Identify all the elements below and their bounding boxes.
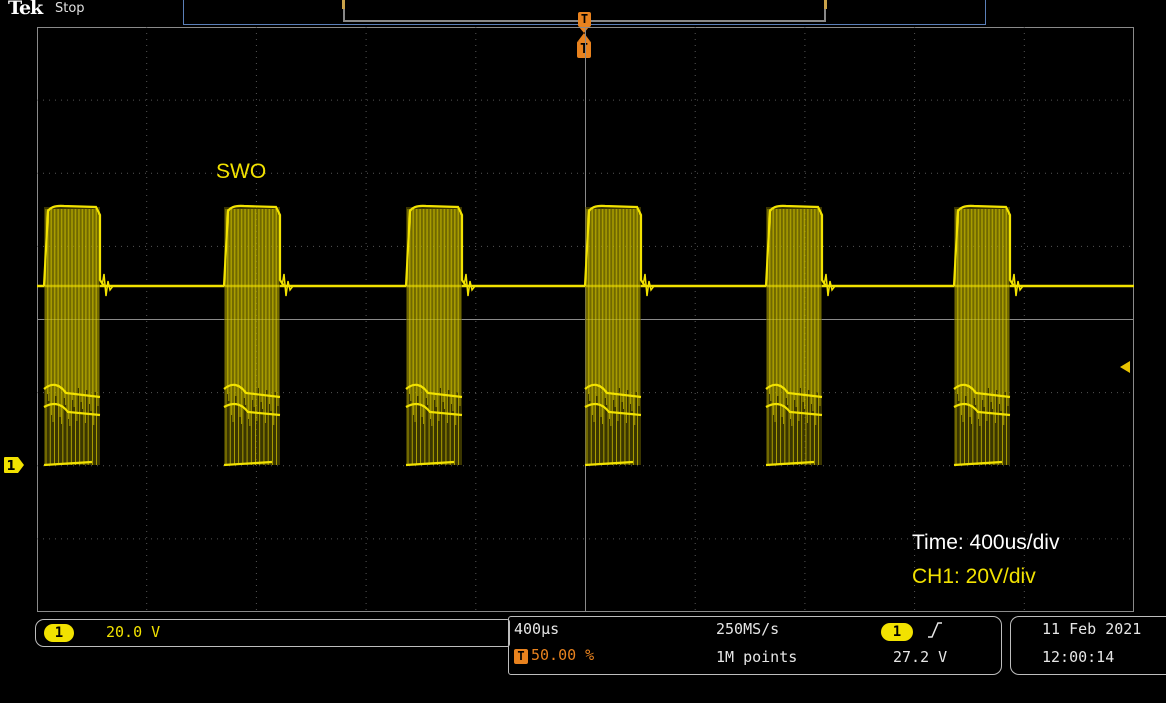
trigger-level-value: 27.2 V: [893, 648, 948, 666]
ch1-scale-note: CH1: 20V/div: [912, 565, 1036, 588]
swo-burst: [222, 204, 294, 467]
swo-burst: [764, 204, 836, 467]
channel1-badge: 1: [44, 624, 74, 642]
time-scale-note: Time: 400us/div: [912, 531, 1060, 554]
record-trigger-marker-icon: T: [578, 12, 591, 33]
trigger-position-value: 50.00 %: [531, 646, 595, 664]
acquisition-state: Stop: [55, 1, 85, 16]
swo-burst: [952, 204, 1024, 467]
trigger-position-marker-icon[interactable]: T: [577, 33, 591, 58]
ch1-ground-marker-label: 1: [6, 459, 15, 474]
burst-envelope: [224, 207, 280, 465]
time: 12:00:14: [1042, 648, 1115, 666]
date-time-readout[interactable]: 11 Feb 2021 12:00:14: [1010, 616, 1166, 675]
burst-ringing: [642, 273, 655, 297]
swo-burst: [42, 204, 114, 467]
waveform-label: SWO: [216, 160, 267, 183]
burst-ringing: [281, 273, 294, 297]
horizontal-trigger-readout[interactable]: 400µs T 50.00 % 250MS/s 1M points 1 27.2…: [508, 616, 1002, 675]
burst-ringing: [823, 273, 836, 297]
burst-rails: [222, 204, 285, 467]
date: 11 Feb 2021: [1042, 620, 1142, 638]
burst-rails: [583, 204, 646, 467]
burst-envelope: [585, 207, 641, 465]
trigger-level-marker-icon[interactable]: [1120, 361, 1130, 373]
record-length: 1M points: [716, 648, 798, 666]
burst-envelope: [44, 207, 100, 465]
ch1-ground-marker-icon[interactable]: 1: [3, 456, 25, 474]
burst-envelope: [766, 207, 822, 465]
sample-rate: 250MS/s: [716, 620, 780, 638]
channel1-readout[interactable]: 1 20.0 V: [35, 619, 510, 647]
swo-burst: [583, 204, 655, 467]
burst-ringing: [463, 273, 476, 297]
burst-envelope: [954, 207, 1010, 465]
rising-edge-icon: [928, 622, 942, 638]
burst-rails: [404, 204, 467, 467]
time-per-division: 400µs: [514, 620, 560, 638]
burst-rails: [764, 204, 827, 467]
burst-envelope: [406, 207, 462, 465]
swo-burst: [404, 204, 476, 467]
trigger-position-icon: T: [514, 649, 528, 664]
channel1-scale: 20.0 V: [106, 623, 161, 641]
graticule: [37, 27, 1134, 612]
ch1-waveform: [37, 204, 1134, 467]
brand-logo: Tek: [8, 0, 43, 19]
burst-ringing: [1011, 273, 1024, 297]
burst-ringing: [101, 273, 114, 297]
trigger-source-badge: 1: [881, 623, 913, 641]
burst-rails: [952, 204, 1015, 467]
burst-rails: [42, 204, 105, 467]
